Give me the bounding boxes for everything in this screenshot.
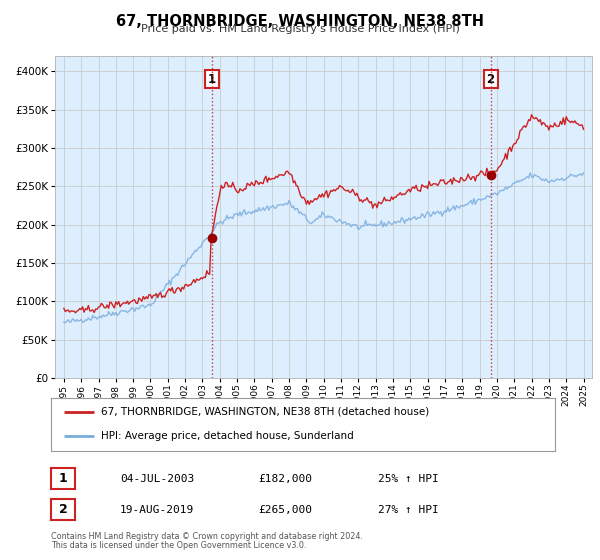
Text: Contains HM Land Registry data © Crown copyright and database right 2024.: Contains HM Land Registry data © Crown c…: [51, 532, 363, 541]
Text: 2: 2: [487, 72, 494, 86]
Text: 1: 1: [208, 72, 216, 86]
Text: 27% ↑ HPI: 27% ↑ HPI: [378, 505, 439, 515]
Text: This data is licensed under the Open Government Licence v3.0.: This data is licensed under the Open Gov…: [51, 541, 307, 550]
Text: £182,000: £182,000: [258, 474, 312, 484]
Text: £265,000: £265,000: [258, 505, 312, 515]
Text: 1: 1: [59, 472, 67, 486]
Text: 67, THORNBRIDGE, WASHINGTON, NE38 8TH (detached house): 67, THORNBRIDGE, WASHINGTON, NE38 8TH (d…: [101, 407, 430, 417]
Text: 19-AUG-2019: 19-AUG-2019: [120, 505, 194, 515]
Text: HPI: Average price, detached house, Sunderland: HPI: Average price, detached house, Sund…: [101, 431, 354, 441]
Text: Price paid vs. HM Land Registry's House Price Index (HPI): Price paid vs. HM Land Registry's House …: [140, 24, 460, 34]
Text: 2: 2: [59, 503, 67, 516]
Text: 67, THORNBRIDGE, WASHINGTON, NE38 8TH: 67, THORNBRIDGE, WASHINGTON, NE38 8TH: [116, 14, 484, 29]
Text: 04-JUL-2003: 04-JUL-2003: [120, 474, 194, 484]
Text: 25% ↑ HPI: 25% ↑ HPI: [378, 474, 439, 484]
